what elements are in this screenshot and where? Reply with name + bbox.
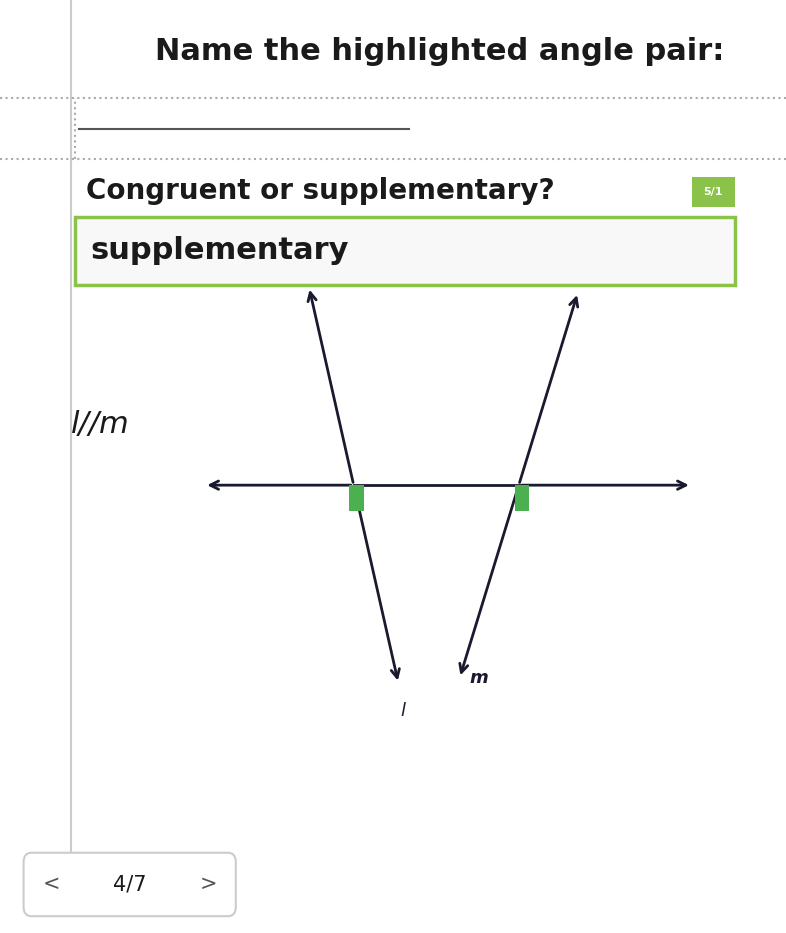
Text: Name the highlighted angle pair:: Name the highlighted angle pair: xyxy=(156,36,725,66)
Bar xyxy=(350,485,364,511)
Text: 5/1: 5/1 xyxy=(703,188,722,197)
Text: supplementary: supplementary xyxy=(90,236,349,266)
Bar xyxy=(515,485,529,511)
Text: 4/7: 4/7 xyxy=(113,874,146,895)
FancyBboxPatch shape xyxy=(75,217,735,285)
Text: l: l xyxy=(400,703,405,720)
Text: m: m xyxy=(470,669,489,687)
Text: l//m: l//m xyxy=(71,410,130,439)
Text: >: > xyxy=(200,874,217,895)
FancyBboxPatch shape xyxy=(24,853,236,916)
Bar xyxy=(692,177,735,207)
Text: Congruent or supplementary?: Congruent or supplementary? xyxy=(86,177,555,205)
Text: <: < xyxy=(42,874,60,895)
